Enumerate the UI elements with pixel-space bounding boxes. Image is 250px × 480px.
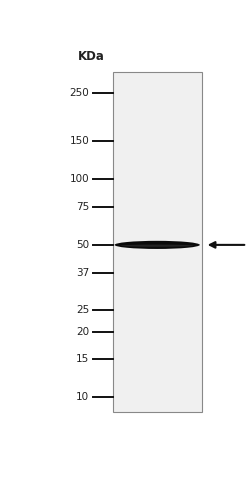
Bar (112, 72, 202, 412)
Text: KDa: KDa (78, 50, 105, 63)
Text: 50: 50 (76, 240, 89, 250)
Text: 37: 37 (76, 268, 89, 278)
Ellipse shape (121, 245, 194, 247)
Text: 75: 75 (76, 202, 89, 212)
Text: 20: 20 (76, 326, 89, 336)
Text: 10: 10 (76, 392, 89, 402)
Text: 25: 25 (76, 305, 89, 315)
Text: 15: 15 (76, 354, 89, 364)
Ellipse shape (114, 241, 200, 249)
Text: 250: 250 (70, 88, 89, 98)
Text: 150: 150 (70, 136, 89, 146)
Text: 100: 100 (70, 174, 89, 184)
